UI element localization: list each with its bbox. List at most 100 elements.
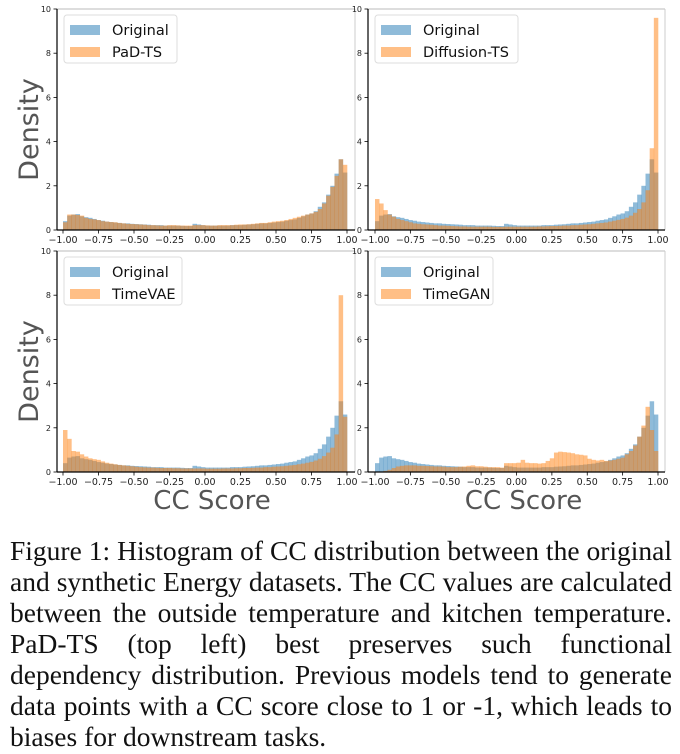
histogram-bar-timegan <box>612 459 617 472</box>
histogram-bar-timevae <box>259 467 264 472</box>
histogram-bar-diffusion-ts <box>591 223 596 230</box>
histogram-bar-timegan <box>558 451 563 472</box>
histogram-bar-pad-ts <box>230 225 235 230</box>
histogram-bar-pad-ts <box>288 218 294 230</box>
histogram-bar-timegan <box>466 465 472 472</box>
histogram-bar-diffusion-ts <box>441 225 447 230</box>
histogram-bar-timegan <box>566 452 571 472</box>
histogram-bar-diffusion-ts <box>408 222 413 230</box>
panel-top-right: −1.00 −0.75 −0.50 −0.25 0.00 0.25 0.50 0.75 1.00… <box>352 5 669 246</box>
histogram-bar-diffusion-ts <box>528 226 534 230</box>
histogram-bar-pad-ts <box>83 217 89 230</box>
histogram-bar-pad-ts <box>338 159 344 230</box>
histogram-bar-timegan <box>491 467 496 472</box>
histogram-bar-timegan <box>454 467 459 472</box>
histogram-bar-pad-ts <box>159 225 164 230</box>
histogram-bar-pad-ts <box>146 225 152 230</box>
legend-label: Diffusion-TS <box>423 45 509 61</box>
histogram-bar-timegan <box>416 465 422 472</box>
histogram-bar-diffusion-ts <box>470 226 476 230</box>
x-tick-label: −0.25 <box>467 477 496 488</box>
histogram-bar-diffusion-ts <box>566 225 571 230</box>
histogram-bar-timegan <box>583 455 588 472</box>
histogram-bar-timegan <box>645 406 650 472</box>
histogram-bar-timevae <box>209 468 214 472</box>
y-tick-label: 6 <box>357 93 362 102</box>
histogram-bar-timevae <box>159 468 164 472</box>
x-tick-label: 1.00 <box>336 235 357 246</box>
histogram-bar-pad-ts <box>305 214 310 230</box>
histogram-bar-timevae <box>146 467 152 472</box>
x-tick-label: −0.25 <box>467 235 496 246</box>
histogram-bar-diffusion-ts <box>553 226 559 230</box>
y-tick-label: 8 <box>357 291 362 300</box>
histogram-bar-pad-ts <box>125 223 131 230</box>
histogram-bar-diffusion-ts <box>583 224 588 230</box>
histogram-bar-pad-ts <box>192 225 197 230</box>
y-tick-label: 2 <box>46 424 51 433</box>
x-tick-label: 0.00 <box>506 477 527 488</box>
histogram-bar-pad-ts <box>121 223 126 230</box>
histogram-bar-timegan <box>574 454 580 472</box>
histogram-bar-diffusion-ts <box>599 222 605 230</box>
y-tick-label: 8 <box>46 291 51 300</box>
histogram-bar-pad-ts <box>263 222 268 230</box>
histogram-bar-timevae <box>292 464 298 472</box>
histogram-bar-timegan <box>599 459 605 472</box>
histogram-bar-pad-ts <box>104 221 110 230</box>
x-tick-label: 0.00 <box>506 235 527 246</box>
histogram-bar-diffusion-ts <box>537 226 542 230</box>
histogram-bar-timevae <box>263 467 268 472</box>
histogram-bar-pad-ts <box>108 222 114 230</box>
histogram-bar-timegan <box>474 466 480 472</box>
histogram-bar-timevae <box>276 466 281 472</box>
histogram-bar-timegan <box>520 459 526 472</box>
histogram-bar-timegan <box>387 469 392 472</box>
histogram-bar-timevae <box>67 438 72 472</box>
histogram-bar-diffusion-ts <box>429 224 434 230</box>
x-tick-label: −0.25 <box>155 477 184 488</box>
histogram-bar-pad-ts <box>280 220 285 230</box>
histogram-bar-diffusion-ts <box>637 209 642 230</box>
histogram-bar-timevae <box>221 468 227 472</box>
y-tick-label: 8 <box>357 49 362 58</box>
histogram-bar-diffusion-ts <box>375 199 380 230</box>
histogram-bar-timevae <box>230 468 235 472</box>
histogram-bar-timegan <box>395 466 401 472</box>
histogram-bar-diffusion-ts <box>454 226 459 230</box>
histogram-bar-timegan <box>545 460 551 472</box>
x-tick-label: −0.75 <box>396 235 425 246</box>
x-tick-label: 0.25 <box>541 477 562 488</box>
histogram-bar-diffusion-ts <box>458 226 463 230</box>
x-tick-label: 0.50 <box>265 235 286 246</box>
histogram-bar-diffusion-ts <box>383 210 388 230</box>
histogram-bar-timevae <box>96 459 101 472</box>
histogram-bar-timegan <box>487 467 492 472</box>
histogram-bar-pad-ts <box>100 221 106 230</box>
legend-label: TimeGAN <box>422 287 491 303</box>
histogram-bar-timevae <box>113 464 118 472</box>
y-tick-label: 10 <box>41 5 51 14</box>
histogram-bar-timevae <box>125 465 131 472</box>
histogram-bar-timegan <box>499 467 505 472</box>
histogram-bar-diffusion-ts <box>570 225 576 230</box>
histogram-bar-pad-ts <box>200 225 206 230</box>
histogram-bar-timegan <box>603 460 609 472</box>
histogram-bar-pad-ts <box>196 225 202 230</box>
histogram-bar-diffusion-ts <box>608 221 613 230</box>
x-tick-label: 0.25 <box>541 235 562 246</box>
histogram-bar-timegan <box>404 465 409 472</box>
histogram-bar-timegan <box>537 463 542 472</box>
histogram-bar-timegan <box>433 466 438 472</box>
histogram-bar-timevae <box>338 295 344 472</box>
histogram-bar-timevae <box>267 467 273 472</box>
histogram-bar-timegan <box>549 458 555 472</box>
histogram-bar-timegan <box>616 458 621 472</box>
histogram-bar-diffusion-ts <box>628 215 634 230</box>
x-tick-label: −0.25 <box>155 235 184 246</box>
histogram-bar-pad-ts <box>271 221 277 230</box>
histogram-bar-timegan <box>533 463 538 472</box>
histogram-bar-pad-ts <box>188 225 193 230</box>
histogram-bar-pad-ts <box>154 225 160 230</box>
legend-swatch-synthetic <box>381 289 411 299</box>
